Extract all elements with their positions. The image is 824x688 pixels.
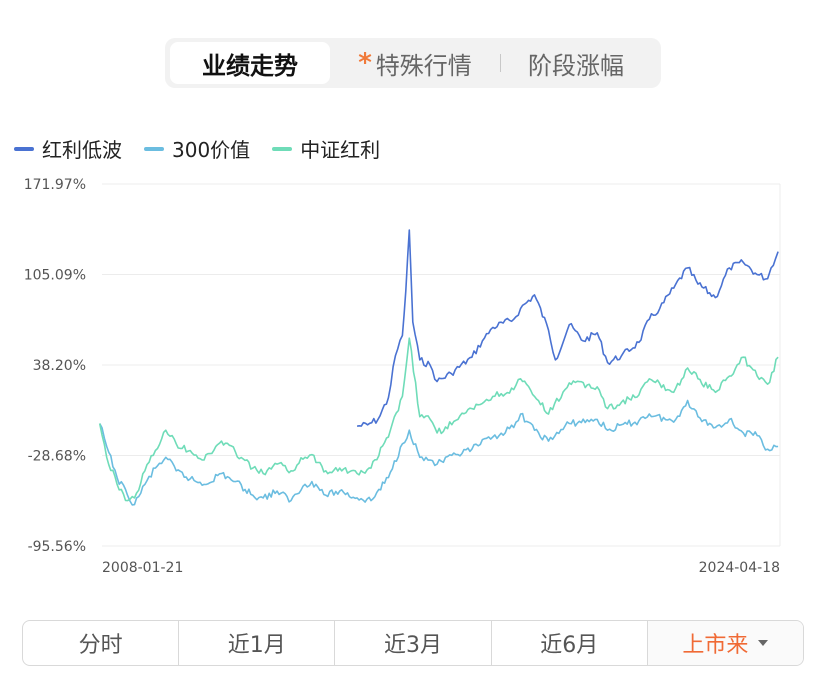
period-3m-button[interactable]: 近3月 [335,621,492,665]
y-tick-label: -95.56% [28,539,86,555]
tab-performance-trend[interactable]: 业绩走势 [170,42,330,84]
period-label: 近1月 [227,633,286,658]
period-since-inception-dropdown[interactable]: 上市来 [647,621,803,665]
y-tick-label: 171.97% [24,177,86,193]
series-line-2 [98,399,779,506]
legend-label: 300价值 [172,138,251,162]
period-selector: 分时 近1月 近3月 近6月 上市来 [22,620,804,666]
legend-label: 中证红利 [300,138,381,162]
period-intraday-button[interactable]: 分时 [23,621,180,665]
x-tick-label: 2024-04-18 [699,560,780,576]
x-tick-label: 2008-01-21 [102,560,183,576]
series-line-3 [98,337,779,502]
y-tick-label: -28.68% [28,449,86,465]
chart-legend: 红利低波 300价值 中证红利 [14,134,402,163]
tab-special-market[interactable]: * 特殊行情 [330,42,500,84]
tab-label: 特殊行情 [375,51,472,80]
star-icon: * [358,48,372,78]
legend-swatch [144,146,164,151]
legend-item-series-1[interactable]: 红利低波 [14,134,122,163]
chevron-down-icon [758,640,769,646]
period-label: 近6月 [540,633,599,658]
tab-divider [500,54,501,72]
performance-line-chart[interactable]: 171.97% 105.09% 38.20% -28.68% -95.56% 2008-0… [0,170,824,590]
period-1m-button[interactable]: 近1月 [179,621,336,665]
legend-swatch [272,146,293,151]
legend-item-series-3[interactable]: 中证红利 [272,134,380,163]
tab-label: 阶段涨幅 [528,51,624,80]
tab-label: 业绩走势 [202,51,298,80]
series-line-1 [356,229,779,427]
period-label: 上市来 [682,633,749,658]
period-label: 分时 [78,633,123,658]
legend-label: 红利低波 [42,138,122,162]
y-tick-label: 105.09% [24,268,86,284]
period-label: 近3月 [384,633,442,658]
y-tick-label: 38.20% [33,358,86,374]
legend-item-series-2[interactable]: 300价值 [144,134,250,163]
period-6m-button[interactable]: 近6月 [492,621,648,665]
tab-period-gains[interactable]: 阶段涨幅 [501,42,651,84]
view-tab-bar: 业绩走势 * 特殊行情 阶段涨幅 [165,38,661,88]
legend-swatch [14,146,34,151]
